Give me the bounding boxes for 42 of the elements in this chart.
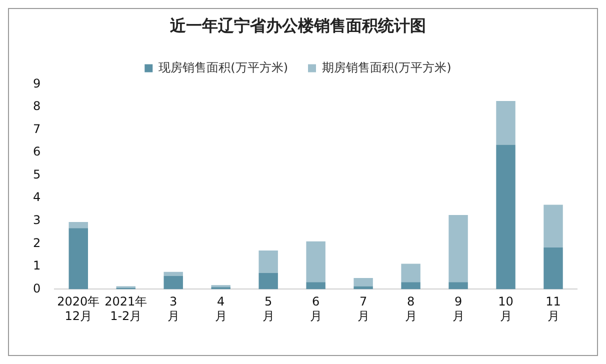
bar [496, 101, 516, 145]
x-tick-label: 5 月 [262, 294, 274, 323]
x-tick-label: 7 月 [357, 294, 370, 323]
bar [544, 204, 563, 248]
bar [306, 241, 326, 282]
bar [258, 273, 278, 290]
bar [354, 286, 373, 290]
x-tick-label: 11 月 [546, 294, 561, 323]
bar [354, 278, 373, 286]
bar [401, 282, 420, 290]
x-tick-label: 8 月 [404, 294, 417, 323]
x-tick-label: 6 月 [310, 294, 322, 323]
bar [448, 282, 468, 290]
bar [496, 144, 516, 290]
y-tick-label: 0 [32, 281, 41, 296]
bar [164, 272, 183, 276]
bar [164, 276, 183, 290]
bar [401, 264, 420, 282]
y-tick-label: 1 [32, 258, 41, 273]
chart-title: 近一年辽宁省办公楼销售面积统计图 [169, 16, 426, 35]
bar [68, 222, 88, 228]
x-tick-label: 2020年 12月 [57, 294, 100, 323]
y-tick-label: 4 [32, 190, 41, 204]
bar [448, 214, 468, 282]
bar [68, 228, 88, 290]
legend-label: 期房销售面积(万平方米) [322, 60, 452, 74]
y-tick-label: 8 [32, 99, 41, 114]
y-tick-label: 5 [32, 167, 41, 182]
y-tick-label: 6 [32, 144, 41, 159]
x-tick-label: 10 月 [498, 294, 514, 323]
y-tick-label: 9 [32, 76, 41, 90]
y-tick-label: 7 [32, 122, 41, 136]
bar [544, 248, 563, 290]
bar [306, 282, 326, 290]
x-tick-label: 9 月 [452, 294, 464, 323]
legend-label: 现房销售面积(万平方米) [158, 60, 288, 74]
bar [258, 250, 278, 274]
x-tick-label: 4 月 [214, 294, 227, 323]
y-tick-label: 3 [32, 212, 41, 227]
y-tick-label: 2 [32, 236, 41, 250]
x-tick-label: 2021年 1-2月 [104, 294, 148, 323]
x-tick-label: 3 月 [167, 294, 180, 323]
